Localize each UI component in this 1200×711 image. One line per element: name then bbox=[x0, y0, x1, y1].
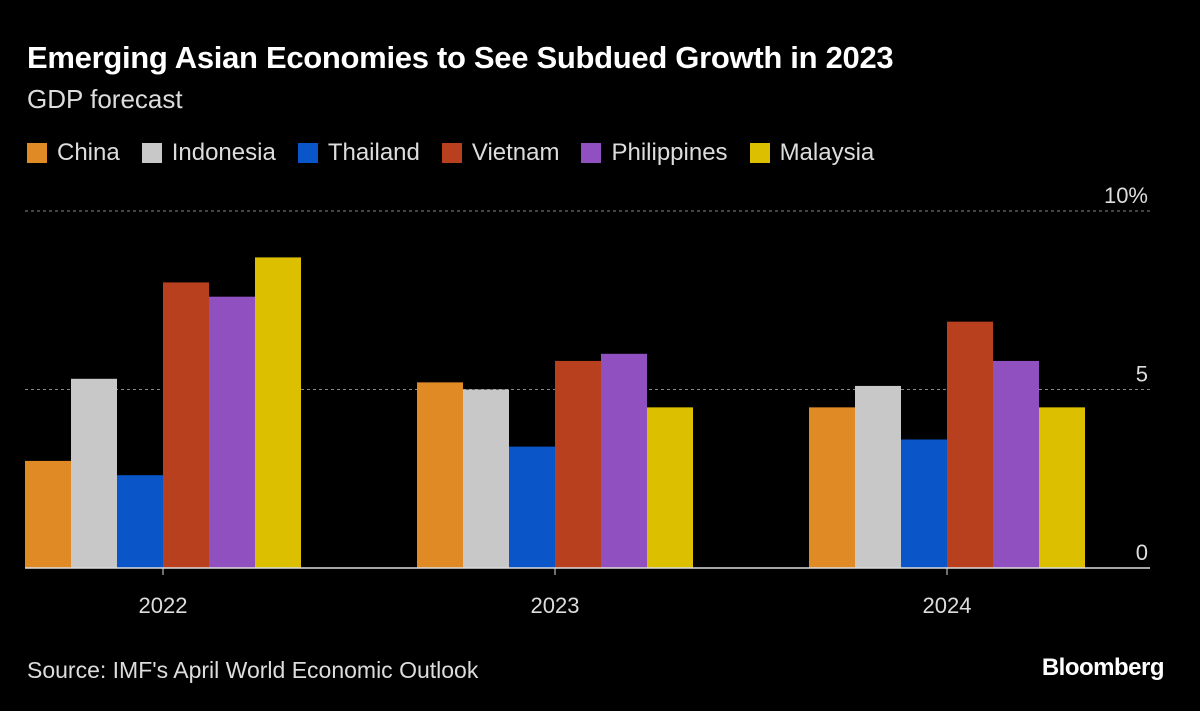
legend: China Indonesia Thailand Vietnam Philippines… bbox=[27, 139, 874, 167]
bar-philippines-2022 bbox=[209, 296, 255, 568]
x-tick-label: 2024 bbox=[923, 593, 972, 618]
bar-vietnam-2023 bbox=[555, 360, 601, 568]
legend-label: Vietnam bbox=[471, 139, 560, 166]
bar-thailand-2023 bbox=[509, 446, 555, 568]
bar-china-2024 bbox=[809, 407, 855, 568]
legend-swatch bbox=[749, 143, 770, 163]
legend-item: Thailand bbox=[297, 139, 420, 167]
legend-item: Philippines bbox=[581, 139, 728, 167]
bar-thailand-2022 bbox=[117, 475, 163, 568]
bar-indonesia-2022 bbox=[71, 378, 117, 568]
bar-indonesia-2024 bbox=[855, 385, 901, 568]
chart-title: Emerging Asian Economies to See Subdued … bbox=[27, 40, 894, 75]
bar-malaysia-2023 bbox=[647, 407, 693, 568]
legend-item: Indonesia bbox=[141, 139, 276, 167]
bar-malaysia-2022 bbox=[255, 257, 301, 568]
y-tick-label: 0 bbox=[1136, 540, 1148, 565]
bloomberg-logo: Bloomberg bbox=[1041, 654, 1165, 681]
legend-swatch bbox=[441, 143, 462, 163]
x-tick-label: 2022 bbox=[139, 593, 188, 618]
legend-swatch bbox=[581, 143, 602, 163]
legend-label: Indonesia bbox=[171, 139, 276, 166]
y-tick-label: 10% bbox=[1104, 183, 1148, 208]
legend-item: Vietnam bbox=[441, 139, 560, 167]
bar-philippines-2023 bbox=[601, 353, 647, 568]
bar-philippines-2024 bbox=[993, 360, 1039, 568]
legend-item: China bbox=[27, 139, 120, 167]
legend-label: Malaysia bbox=[779, 139, 875, 166]
bar-vietnam-2022 bbox=[163, 282, 209, 568]
source-note: Source: IMF's April World Economic Outlo… bbox=[27, 657, 479, 683]
legend-label: China bbox=[57, 139, 120, 166]
bar-china-2022 bbox=[25, 460, 71, 568]
chart-subtitle: GDP forecast bbox=[27, 84, 183, 114]
legend-swatch bbox=[141, 143, 162, 163]
legend-label: Thailand bbox=[327, 139, 420, 166]
legend-swatch bbox=[297, 143, 318, 163]
legend-swatch bbox=[27, 143, 47, 163]
legend-label: Philippines bbox=[611, 139, 728, 166]
bar-china-2023 bbox=[417, 382, 463, 568]
x-tick-label: 2023 bbox=[531, 593, 580, 618]
bar-thailand-2024 bbox=[901, 439, 947, 568]
bar-malaysia-2024 bbox=[1039, 407, 1085, 568]
bar-vietnam-2024 bbox=[947, 321, 993, 568]
y-tick-label: 5 bbox=[1136, 362, 1148, 387]
legend-item: Malaysia bbox=[749, 139, 875, 167]
bar-indonesia-2023 bbox=[463, 389, 509, 568]
